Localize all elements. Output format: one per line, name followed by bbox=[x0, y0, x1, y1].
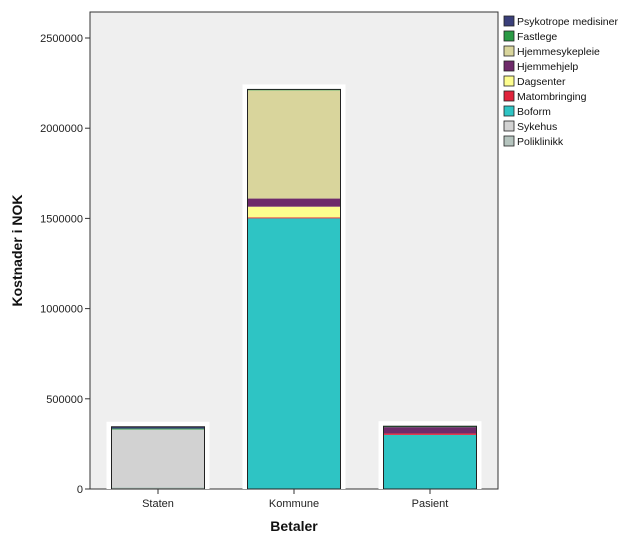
y-tick-label: 2000000 bbox=[40, 123, 83, 135]
legend-label: Matombringing bbox=[517, 91, 587, 103]
x-tick-label: Kommune bbox=[269, 498, 319, 510]
bar-segment-boform bbox=[247, 218, 341, 489]
bars bbox=[106, 84, 482, 490]
legend-swatch bbox=[503, 75, 515, 87]
y-tick-label: 2500000 bbox=[40, 33, 83, 45]
legend-swatch bbox=[503, 60, 515, 72]
y-tick-label: 0 bbox=[77, 484, 83, 496]
legend-swatch bbox=[503, 135, 515, 147]
legend-swatch bbox=[503, 120, 515, 132]
y-tick-label: 500000 bbox=[46, 394, 83, 406]
legend-label: Psykotrope medisiner bbox=[517, 16, 618, 28]
legend-swatch bbox=[503, 105, 515, 117]
x-axis: Staten Kommune Pasient bbox=[142, 489, 448, 510]
legend-label: Boform bbox=[517, 106, 551, 118]
bar-segment-psykotrope-medisiner bbox=[111, 426, 205, 429]
legend: Psykotrope medisiner Fastlege Hjemmesykepl… bbox=[503, 15, 618, 148]
x-axis-title: Betaler bbox=[270, 518, 318, 534]
bar-segment-dagsenter bbox=[247, 206, 341, 218]
legend-label: Fastlege bbox=[517, 31, 557, 43]
x-tick-label: Pasient bbox=[412, 498, 449, 510]
bar-segment-sykehus bbox=[111, 429, 205, 488]
y-axis-title: Kostnader i NOK bbox=[9, 194, 25, 306]
x-tick-label: Staten bbox=[142, 498, 174, 510]
legend-swatch bbox=[503, 15, 515, 27]
legend-swatch bbox=[503, 30, 515, 42]
bar-segment-boform bbox=[383, 434, 477, 489]
bar-segment-matombringing bbox=[383, 433, 477, 435]
legend-label: Dagsenter bbox=[517, 76, 566, 88]
legend-label: Poliklinikk bbox=[517, 136, 564, 148]
bar-segment-fastlege bbox=[111, 428, 205, 430]
bar-segment-hjemmesykepleie bbox=[247, 90, 341, 199]
y-tick-label: 1000000 bbox=[40, 304, 83, 316]
y-axis: 0 500000 1000000 1500000 2000000 2500000 bbox=[40, 33, 90, 496]
legend-label: Sykehus bbox=[517, 121, 557, 133]
bar-segment-hjemmehjelp bbox=[247, 198, 341, 207]
bar-segment-hjemmehjelp bbox=[383, 427, 477, 434]
legend-swatch bbox=[503, 90, 515, 102]
legend-label: Hjemmehjelp bbox=[517, 61, 578, 73]
legend-swatch bbox=[503, 45, 515, 57]
bar-segment-poliklinikk bbox=[111, 487, 205, 489]
bar-segment-matombringing bbox=[247, 217, 341, 219]
y-tick-label: 1500000 bbox=[40, 213, 83, 225]
legend-label: Hjemmesykepleie bbox=[517, 46, 600, 58]
